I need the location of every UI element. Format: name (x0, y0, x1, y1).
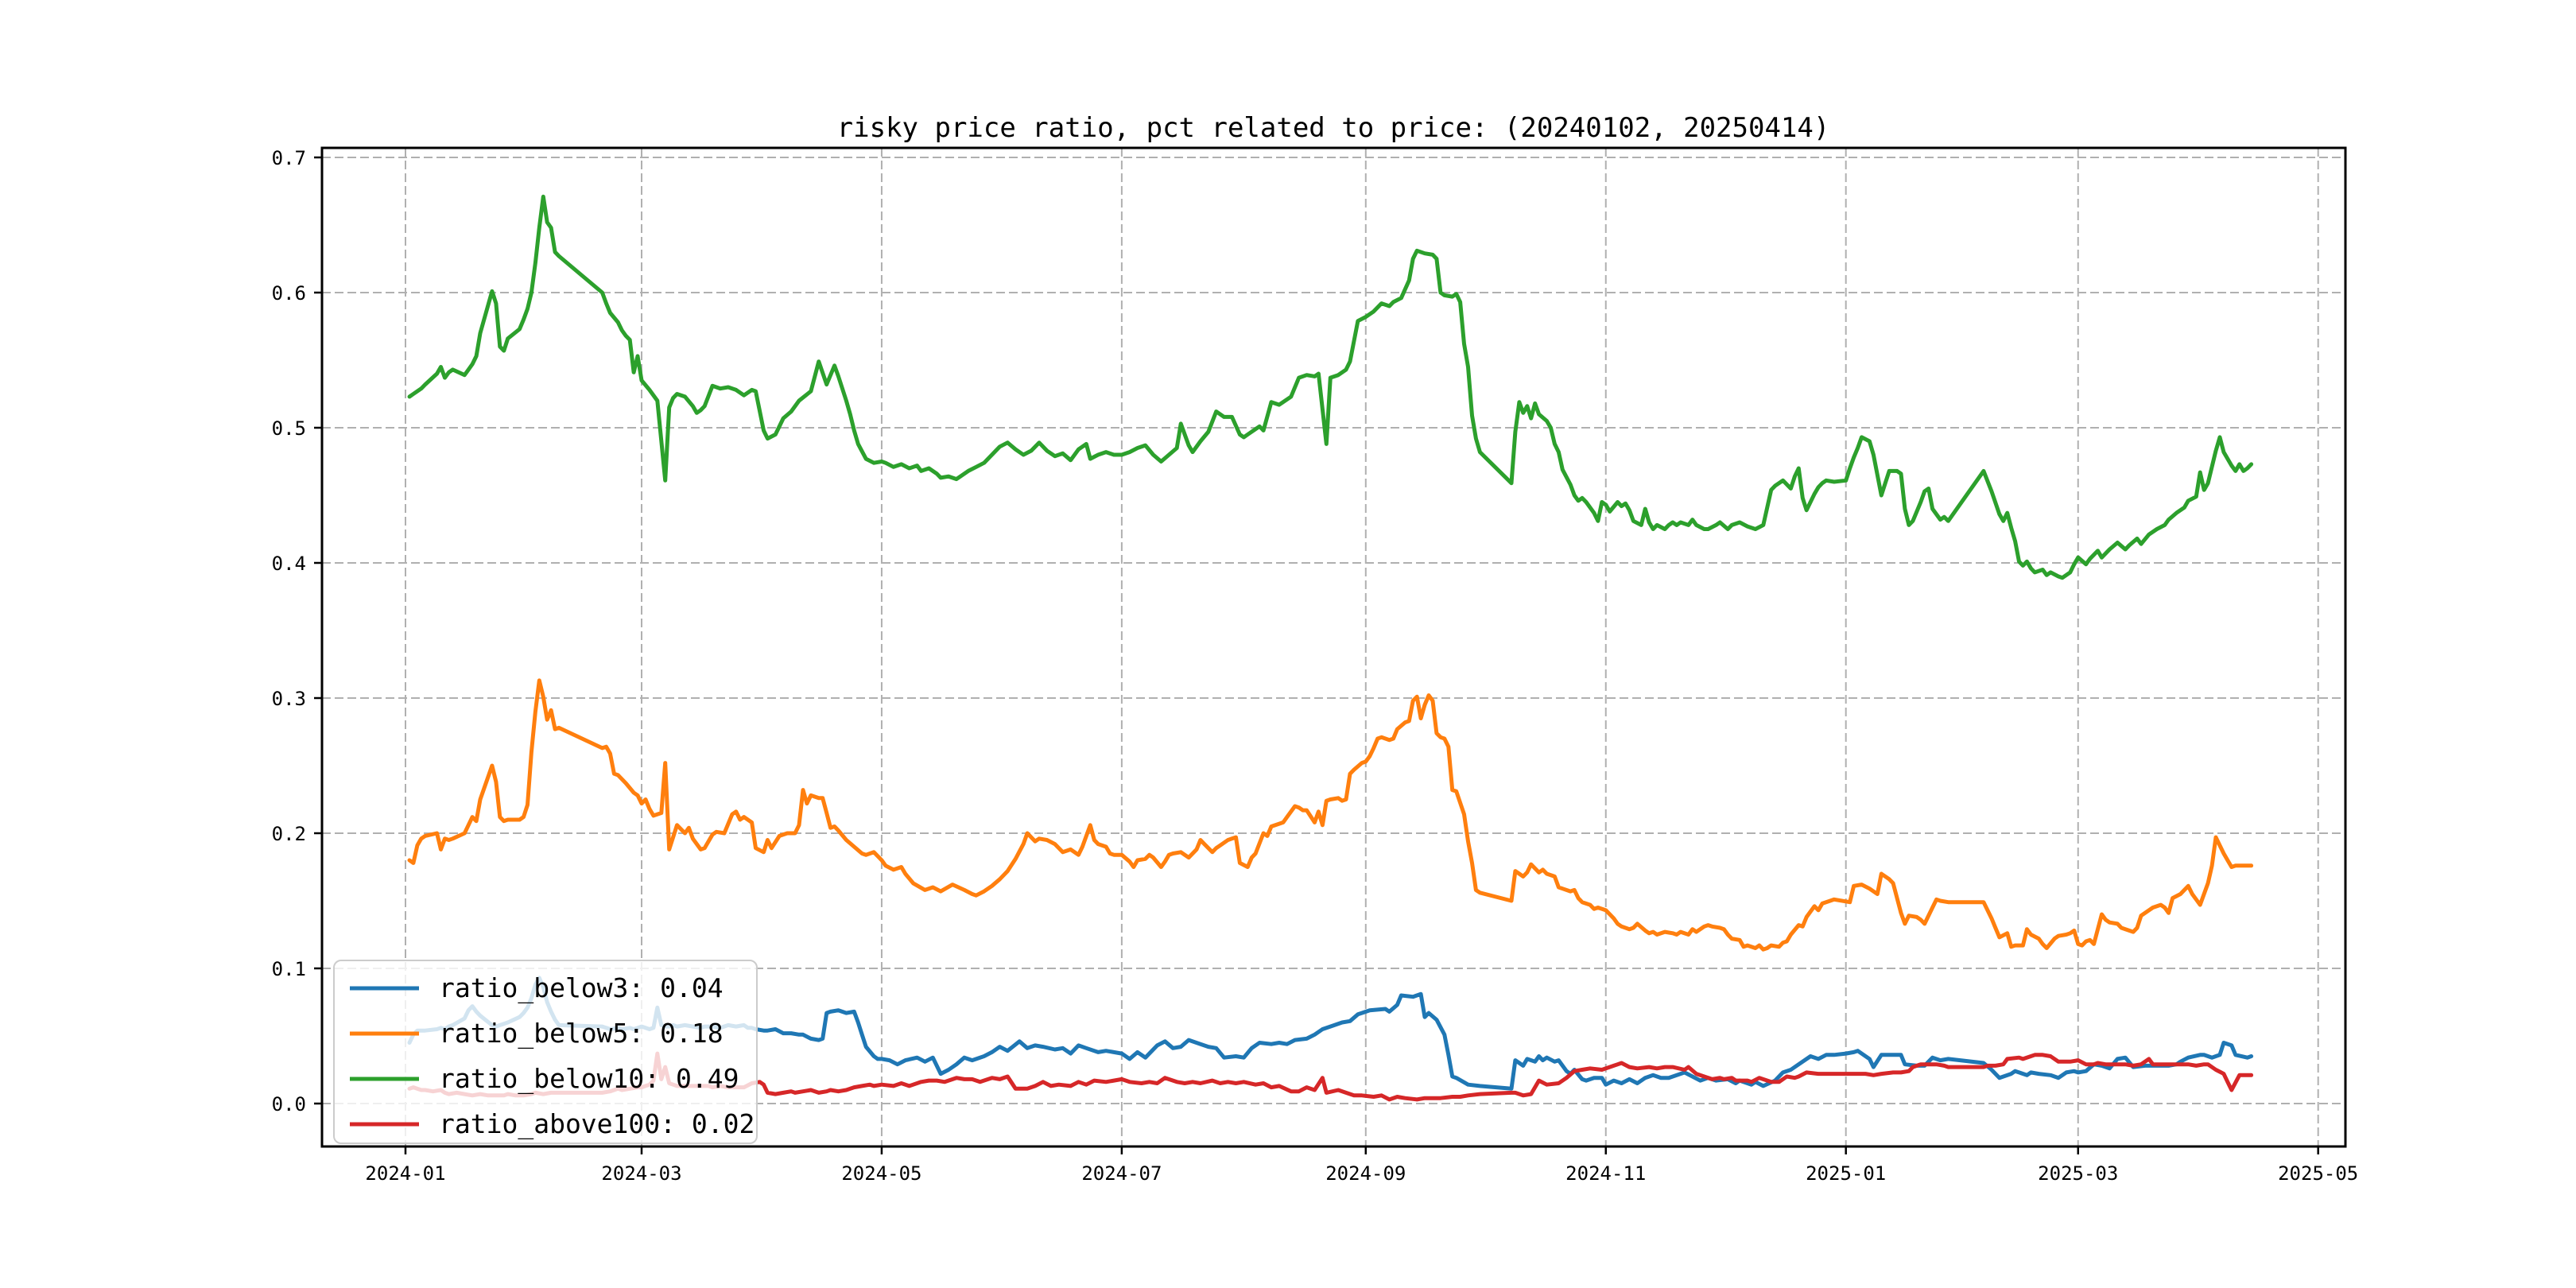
y-tick-label: 0.1 (272, 958, 306, 980)
x-tick-label: 2025-03 (2038, 1162, 2118, 1185)
plot-border (320, 146, 2347, 1148)
series-line-ratio_below10 (407, 194, 2254, 580)
x-tick-label: 2025-01 (1806, 1162, 1886, 1185)
y-tick-label: 0.3 (272, 688, 306, 710)
legend-label-ratio-above100: ratio_above100: 0.02 (439, 1108, 755, 1140)
legend-box (333, 960, 758, 1144)
legend-label-ratio-below5: ratio_below5: 0.18 (439, 1018, 724, 1049)
series-line-ratio_below5 (407, 678, 2254, 952)
x-tick-label: 2024-03 (601, 1162, 681, 1185)
legend: ratio_below3: 0.04 ratio_below5: 0.18 ra… (333, 960, 758, 1144)
y-tick-label: 0.6 (272, 282, 306, 305)
x-tick-label: 2024-05 (841, 1162, 921, 1185)
chart-title: risky price ratio, pct related to price:… (837, 112, 1830, 144)
y-tick-label: 0.0 (272, 1093, 306, 1115)
axis-ticks: 2024-01 2024-03 2024-05 2024-07 2024-09 2024-… (272, 147, 2359, 1185)
x-tick-label: 2024-01 (365, 1162, 445, 1185)
y-tick-label: 0.2 (272, 823, 306, 845)
x-tick-label: 2024-07 (1081, 1162, 1162, 1185)
x-tick-label: 2025-05 (2278, 1162, 2358, 1185)
x-tick-label: 2024-11 (1565, 1162, 1646, 1185)
x-tick-label: 2024-09 (1325, 1162, 1406, 1185)
legend-label-ratio-below10: ratio_below10: 0.49 (439, 1063, 739, 1095)
y-tick-label: 0.4 (272, 553, 306, 575)
legend-label-ratio-below3: ratio_below3: 0.04 (439, 972, 724, 1004)
y-tick-label: 0.5 (272, 417, 306, 440)
y-tick-label: 0.7 (272, 147, 306, 169)
